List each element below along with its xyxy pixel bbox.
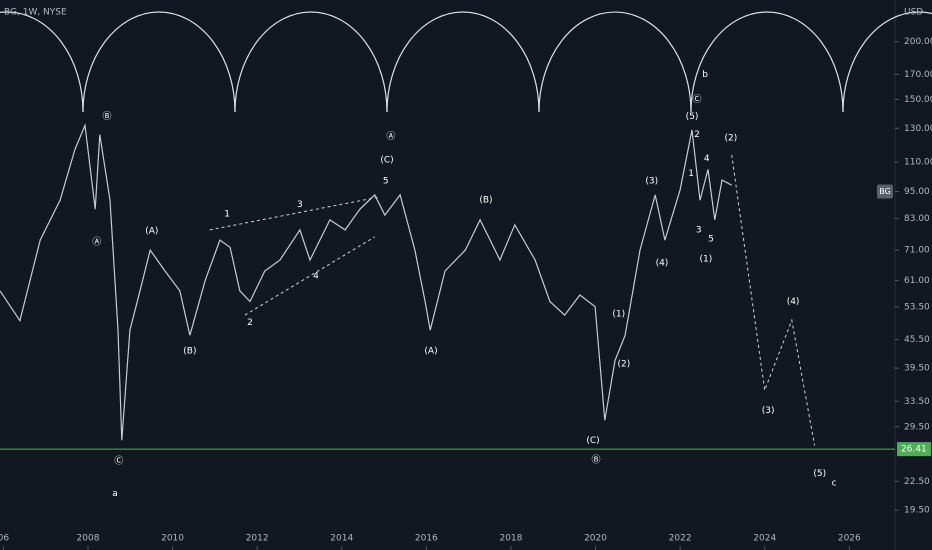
x-tick-label: 2008 <box>77 534 100 544</box>
wave-label: (3) <box>645 177 658 187</box>
wave-label: (5) <box>813 469 826 479</box>
y-tick-label: 150.00 <box>904 95 932 105</box>
wave-label: (5) <box>686 112 699 122</box>
y-tick-label: 200.00 <box>904 37 932 47</box>
wave-label: (4) <box>656 258 669 268</box>
y-tick-label: 130.00 <box>904 124 932 134</box>
wave-label: (B) <box>479 196 492 206</box>
x-tick-label: 2022 <box>669 534 692 544</box>
cycle-arc <box>538 11 692 113</box>
price-line <box>0 122 732 441</box>
y-tick-label: 170.00 <box>904 70 932 80</box>
wave-label: a <box>112 489 118 499</box>
cycle-arcs <box>0 11 932 113</box>
wave-label: Ⓒ <box>693 94 702 105</box>
y-tick-label: 83.00 <box>904 214 930 224</box>
y-tick-label: 45.50 <box>904 335 930 345</box>
wave-label: b <box>702 70 708 80</box>
y-tick-label: 110.00 <box>904 157 932 167</box>
y-tick-label: 33.50 <box>904 397 930 407</box>
x-tick-label: 2014 <box>330 534 353 544</box>
x-tick-label: 2018 <box>499 534 522 544</box>
wave-label: (2) <box>618 360 631 370</box>
cycle-arc <box>234 11 388 113</box>
wave-label: 2 <box>694 130 700 140</box>
y-tick-label: 95.00 <box>904 187 930 197</box>
x-tick-label: 06 <box>0 534 9 544</box>
wave-label: 1 <box>224 209 230 219</box>
projection-line <box>731 154 816 446</box>
wave-label: (C) <box>586 436 599 446</box>
wave-label: (C) <box>380 156 393 166</box>
x-tick-label: 2026 <box>838 534 861 544</box>
wave-label: (1) <box>612 309 625 319</box>
y-tick-label: 53.50 <box>904 303 930 313</box>
current-price-label: 26.41 <box>901 445 927 455</box>
cycle-arc <box>842 11 932 113</box>
projection-line <box>244 236 375 316</box>
wave-label: 5 <box>708 235 714 245</box>
wave-label: (A) <box>424 347 437 357</box>
symbol-tag: BG <box>879 187 891 196</box>
cycle-arc <box>82 11 236 113</box>
y-tick-label: 71.00 <box>904 246 930 256</box>
y-unit: USD <box>904 8 923 18</box>
cycle-arc <box>0 11 84 113</box>
cycle-arc <box>386 11 540 113</box>
wave-label: 4 <box>313 272 319 282</box>
wave-label: c <box>832 479 837 489</box>
wave-label: Ⓑ <box>591 455 600 466</box>
wave-label: 3 <box>696 225 702 235</box>
x-tick-label: 2012 <box>246 534 269 544</box>
x-tick-label: 2010 <box>161 534 184 544</box>
wave-label: 5 <box>383 177 389 187</box>
wave-label: 2 <box>247 318 253 328</box>
chart-title: BG, 1W, NYSE <box>4 8 67 18</box>
wave-label: (B) <box>183 347 196 357</box>
y-tick-label: 19.50 <box>904 506 930 516</box>
wave-label: Ⓒ <box>114 455 123 466</box>
wave-label: 1 <box>688 169 694 179</box>
wave-label: (2) <box>725 133 738 143</box>
wave-label: (4) <box>787 297 800 307</box>
y-tick-label: 61.00 <box>904 276 930 286</box>
wave-label: 3 <box>297 200 303 210</box>
current-price-box <box>897 442 931 457</box>
wave-label: Ⓑ <box>103 111 112 122</box>
x-tick-label: 2020 <box>584 534 607 544</box>
wave-label: 4 <box>704 154 710 164</box>
y-tick-label: 39.50 <box>904 364 930 374</box>
projection-line <box>209 196 380 231</box>
wave-label: Ⓐ <box>92 236 101 247</box>
cycle-arc <box>690 11 844 113</box>
wave-label: (3) <box>762 406 775 416</box>
wave-label: (1) <box>700 254 713 264</box>
symbol-tag-box <box>877 184 893 199</box>
y-tick-label: 29.50 <box>904 422 930 432</box>
x-tick-label: 2024 <box>753 534 776 544</box>
y-tick-label: 22.50 <box>904 477 930 487</box>
wave-label: Ⓐ <box>386 131 395 142</box>
wave-label: (A) <box>145 227 158 237</box>
x-tick-label: 2016 <box>415 534 438 544</box>
